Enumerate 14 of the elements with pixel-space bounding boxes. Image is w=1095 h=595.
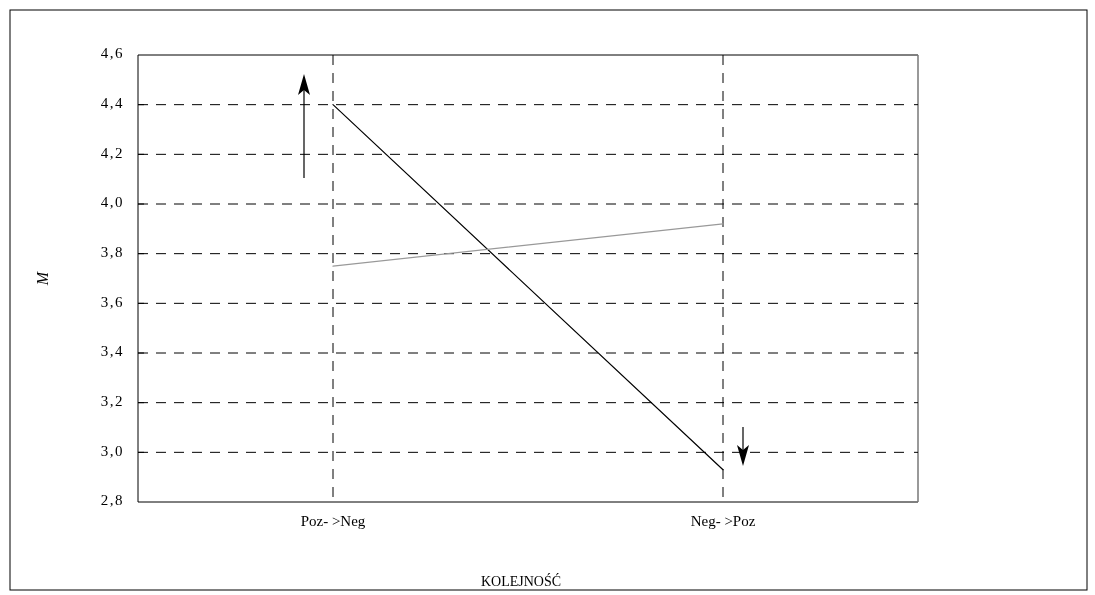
y-tick-label: 3,6 — [100, 293, 124, 310]
y-tick-label: 3,4 — [100, 343, 124, 360]
x-tick-label: Poz- >Neg — [300, 513, 366, 529]
y-tick-label: 4,2 — [100, 144, 124, 161]
y-tick-label: 4,6 — [100, 45, 124, 62]
y-tick-label: 2,8 — [100, 492, 124, 509]
x-tick-label: Neg- >Poz — [690, 513, 756, 529]
y-tick-label: 3,0 — [100, 442, 124, 459]
y-tick-label: 4,0 — [100, 194, 124, 211]
x-axis-title: KOLEJNOŚĆ — [480, 573, 562, 589]
y-tick-label: 4,4 — [100, 95, 124, 112]
y-axis-title: M — [34, 270, 51, 287]
y-tick-label: 3,2 — [100, 393, 124, 410]
y-tick-label: 3,8 — [100, 244, 124, 261]
